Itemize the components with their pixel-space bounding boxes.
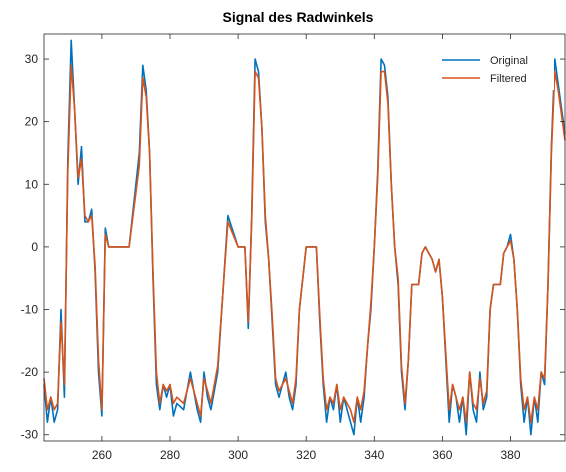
chart-title: Signal des Radwinkels (223, 9, 374, 25)
y-tick-label: -30 (21, 428, 39, 442)
y-tick-label: 20 (25, 115, 39, 129)
x-tick-label: 300 (228, 448, 248, 462)
y-tick-label: 10 (25, 177, 39, 191)
y-tick-label: -10 (21, 303, 39, 317)
legend-label-original: Original (490, 55, 528, 67)
x-tick-label: 360 (432, 448, 452, 462)
x-tick-label: 280 (160, 448, 180, 462)
x-tick-label: 320 (296, 448, 316, 462)
x-tick-label: 380 (501, 448, 521, 462)
axes-box (43, 33, 566, 442)
series-layer (43, 39, 566, 436)
legend-label-filtered: Filtered (490, 73, 527, 85)
legend: Original Filtered (436, 48, 554, 90)
axes-layer: 260 280 300 320 340 360 380 -30 -20 -10 0 10 20 30 (21, 33, 566, 462)
x-tick-label: 260 (92, 448, 112, 462)
x-tick-label: 340 (364, 448, 384, 462)
y-tick-label: 0 (31, 240, 38, 254)
series-line-filtered (43, 64, 566, 424)
legend-box (436, 48, 554, 90)
y-tick-label: -20 (21, 365, 39, 379)
y-tick-label: 30 (25, 52, 39, 66)
